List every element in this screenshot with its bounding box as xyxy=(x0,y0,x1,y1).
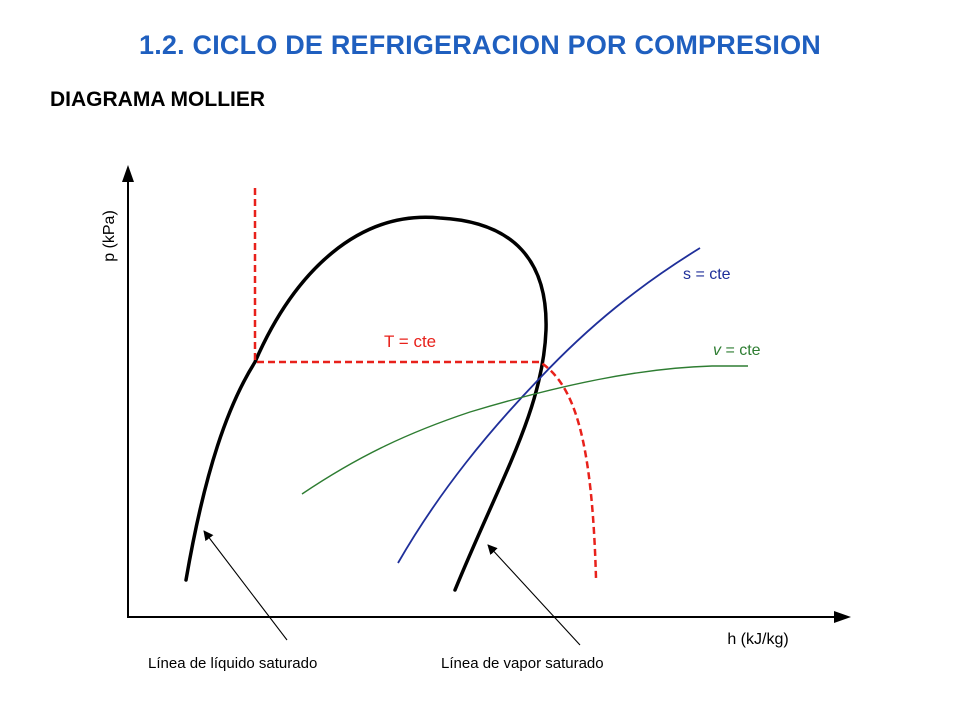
vapor-line-callout-arrow xyxy=(487,544,581,646)
y-axis-label: p (kPa) xyxy=(101,210,118,262)
isotherm-label: T = cte xyxy=(384,332,436,351)
liquid-line-callout-arrow xyxy=(203,530,288,641)
y-axis-arrow-icon xyxy=(122,165,134,182)
isochore-label-rest: = cte xyxy=(721,342,761,359)
liquid-line-label: Línea de líquido saturado xyxy=(148,655,317,672)
isentrope-line xyxy=(397,247,701,564)
saturation-dome-curve xyxy=(184,215,548,592)
x-axis-label: h (kJ/kg) xyxy=(727,631,788,648)
vapor-line-label: Línea de vapor saturado xyxy=(441,655,604,672)
isochore-label: v = cte xyxy=(713,342,761,359)
x-axis-arrow-icon xyxy=(834,611,851,623)
isochore-label-variable: v xyxy=(713,342,722,359)
isochore-line xyxy=(301,365,748,495)
page-title: 1.2. CICLO DE REFRIGERACION POR COMPRESI… xyxy=(139,30,821,60)
page-subtitle: DIAGRAMA MOLLIER xyxy=(50,88,266,111)
isentrope-label: s = cte xyxy=(683,266,731,283)
